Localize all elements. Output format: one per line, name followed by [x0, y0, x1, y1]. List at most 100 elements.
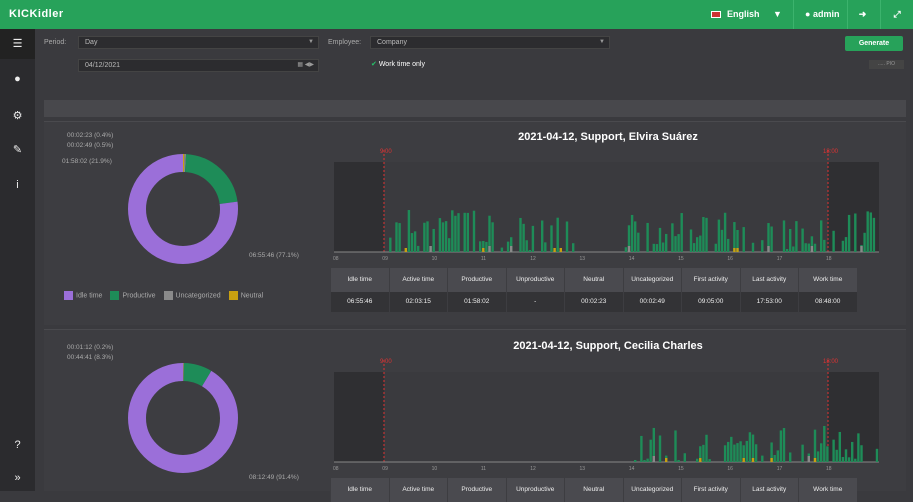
stats-header: Idle time [331, 478, 389, 502]
stats-header: First activity [682, 478, 740, 502]
stats-column: First activity 09:05:00 [681, 268, 740, 312]
activity-bar [665, 233, 668, 252]
activity-bar [761, 240, 764, 252]
app-logo[interactable]: KICKidler [9, 8, 64, 20]
hour-tick-label: 18 [826, 466, 832, 472]
activity-bar [556, 217, 559, 252]
activity-bar [727, 238, 730, 252]
activity-bar [479, 241, 482, 252]
activity-bar [531, 225, 535, 252]
activity-bar [454, 215, 457, 252]
work-end-label: 18:00 [823, 359, 839, 365]
language-selector[interactable]: English [711, 0, 760, 29]
activity-bar [661, 242, 665, 252]
legend-item: Productive [110, 291, 156, 300]
activity-bar [658, 435, 662, 462]
hour-tick-label: 10 [432, 466, 438, 472]
username-label: admin [812, 9, 840, 19]
activity-bar [652, 243, 655, 252]
activity-bar [733, 222, 736, 252]
activity-bar [767, 223, 770, 252]
pio-button[interactable]: ..... PIO [869, 60, 904, 69]
work-time-checkbox[interactable]: ✔ Work time only [371, 60, 425, 68]
stats-header: Last activity [740, 268, 798, 292]
wrench-icon[interactable]: ✎ [12, 144, 23, 156]
employee-select[interactable]: Company ▼ [370, 36, 610, 49]
employee-value: Company [377, 39, 407, 46]
activity-bar [770, 226, 773, 252]
activity-bar [720, 229, 724, 252]
activity-bar [398, 223, 401, 252]
activity-bar [680, 213, 683, 252]
fullscreen-icon[interactable]: ⤢ [880, 0, 913, 29]
activity-bar [823, 239, 826, 252]
expand-icon[interactable]: » [14, 472, 21, 484]
stats-value: 02:03:15 [389, 292, 447, 312]
activity-bar [866, 211, 869, 252]
donut-slice-idle [128, 363, 238, 473]
stats-column: Last activity [739, 478, 798, 502]
uncategorized-bar [860, 246, 863, 252]
stats-header: Neutral [565, 268, 623, 292]
neutral-bar [553, 248, 556, 252]
neutral-bar [559, 248, 562, 252]
uncategorized-bar [767, 246, 770, 252]
activity-bar [751, 434, 755, 462]
activity-bar [761, 455, 764, 462]
settings-icon[interactable]: ⚙ [12, 110, 23, 122]
hour-tick-label: 14 [629, 466, 635, 472]
activity-bar [407, 210, 411, 252]
stats-header: Unproductive [506, 478, 564, 502]
stats-column: Unproductive - [505, 268, 564, 312]
hour-tick-label: 18 [826, 256, 832, 262]
activity-bar [730, 436, 733, 462]
activity-bar [872, 217, 876, 252]
donut-label: 00:01:12 (0.2%) [67, 344, 114, 351]
chevron-down-icon[interactable]: ▼ [773, 9, 782, 19]
activity-bar [389, 237, 392, 252]
activity-bar [754, 444, 758, 462]
stats-column: Active time 02:03:15 [388, 268, 447, 312]
hour-tick-label: 11 [481, 256, 486, 262]
stats-header: Work time [799, 268, 857, 292]
activity-bar [816, 451, 820, 462]
date-input[interactable]: 04/12/2021 ▦ ◀▶ [78, 59, 319, 72]
activity-bar [572, 243, 575, 252]
activity-bar [792, 246, 795, 252]
donut-label: 00:44:41 (8.3%) [67, 354, 114, 361]
stats-header: Neutral [565, 478, 623, 502]
generate-button[interactable]: Generate [845, 36, 903, 51]
activity-bar [748, 432, 752, 462]
activity-bar [702, 444, 705, 462]
hour-tick-label: 13 [580, 256, 586, 262]
help-icon[interactable]: ? [14, 439, 21, 451]
menu-icon[interactable]: ☰ [0, 29, 35, 59]
chevron-down-icon: ▼ [308, 39, 314, 45]
stats-column: Neutral 00:02:23 [564, 268, 623, 312]
user-menu[interactable]: ● admin [793, 0, 845, 29]
stats-column: Work time 08:48:00 [798, 268, 857, 312]
period-select[interactable]: Day ▼ [78, 36, 319, 49]
activity-bar [655, 244, 659, 252]
activity-bar [742, 445, 745, 462]
off-hours-block [334, 162, 384, 252]
activity-bar [488, 215, 491, 252]
activity-bar [736, 443, 739, 462]
activity-bar [519, 217, 522, 252]
stats-column: First activity [681, 478, 740, 502]
user-icon[interactable]: ● [14, 73, 21, 85]
activity-bar [627, 225, 631, 252]
hour-tick-label: 08 [333, 466, 339, 472]
activity-bar [624, 247, 628, 252]
activity-bar [646, 222, 649, 252]
stats-column: Uncategorized [622, 478, 681, 502]
checkmark-icon: ✔ [371, 61, 377, 68]
logout-icon[interactable]: ➜ [847, 0, 877, 29]
info-icon[interactable]: i [16, 179, 19, 191]
hour-tick-label: 09 [382, 466, 388, 472]
activity-bar [677, 234, 680, 252]
off-hours-block [828, 372, 879, 462]
activity-bar [851, 441, 854, 462]
hour-tick-label: 10 [432, 256, 438, 262]
calendar-icon[interactable]: ▦ ◀▶ [297, 62, 314, 68]
